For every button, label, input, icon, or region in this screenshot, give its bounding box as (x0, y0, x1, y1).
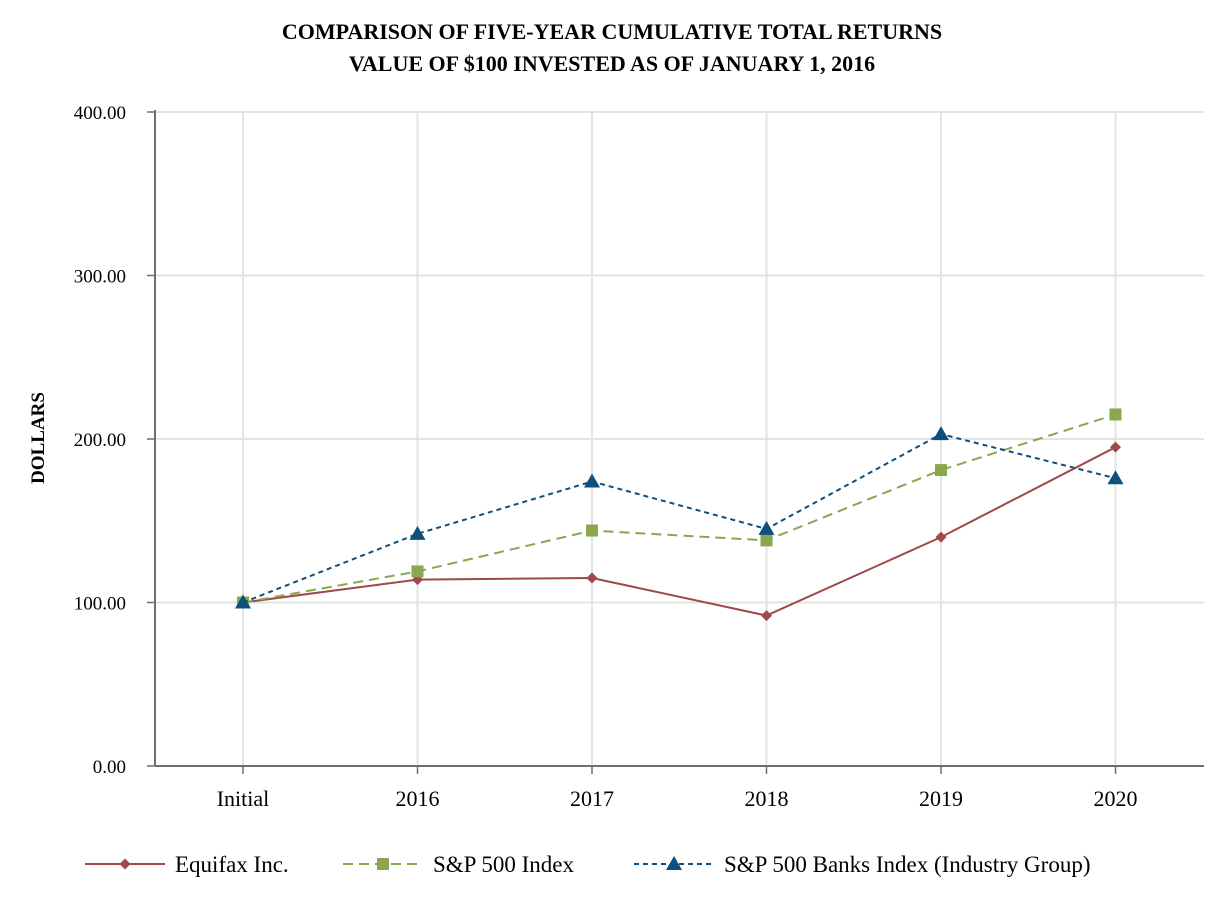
y-axis-label: DOLLARS (28, 392, 49, 484)
series-line-0 (242, 446, 1116, 617)
series-group (235, 408, 1124, 622)
series-0-point-3 (761, 610, 772, 622)
series-2-point-4 (933, 426, 949, 441)
y-tick-label-1: 100.00 (74, 594, 126, 615)
chart-title-line1: COMPARISON OF FIVE-YEAR CUMULATIVE TOTAL… (282, 19, 942, 44)
x-tick-label-5: 2020 (1094, 786, 1138, 811)
legend-marker-2 (666, 856, 682, 870)
x-tick-label-1: 2016 (396, 786, 440, 811)
legend-marker-0 (119, 858, 131, 870)
legend-label-1: S&P 500 Index (433, 852, 574, 877)
series-2-point-5 (1107, 470, 1124, 485)
series-1-point-2 (586, 524, 598, 537)
series-2-point-0 (235, 594, 251, 609)
y-tick-label-3: 300.00 (74, 267, 126, 288)
series-0-point-5 (1110, 441, 1121, 453)
series-1-point-3 (760, 534, 773, 547)
y-tick-label-0: 0.00 (93, 757, 126, 778)
x-tick-label-0: Initial (217, 786, 270, 811)
legend: Equifax Inc. S&P 500 Index S&P 500 Banks I… (85, 852, 1090, 877)
x-tick-label-3: 2018 (745, 786, 789, 811)
series-0-point-4 (935, 531, 947, 543)
series-line-2 (242, 433, 1116, 604)
series-1-point-5 (1109, 408, 1122, 421)
x-tick-label-2: 2017 (570, 786, 614, 811)
y-tick-label-2: 200.00 (74, 430, 126, 451)
legend-marker-1 (377, 858, 389, 870)
y-tick-labels: 0.00 100.00 200.00 300.00 400.00 (74, 103, 126, 778)
series-2-point-2 (584, 473, 600, 488)
series-0-point-2 (586, 572, 598, 584)
gridlines (155, 111, 1204, 766)
series-1-point-4 (935, 464, 947, 477)
series-line-1 (242, 413, 1116, 604)
axes (147, 110, 1204, 774)
series-1-point-1 (411, 565, 424, 578)
x-tick-labels: Initial 2016 2017 2018 2019 2020 (217, 786, 1138, 811)
chart-title-line2: VALUE OF $100 INVESTED AS OF JANUARY 1, … (349, 51, 875, 76)
legend-label-0: Equifax Inc. (175, 852, 289, 877)
legend-label-2: S&P 500 Banks Index (Industry Group) (724, 852, 1090, 877)
series-2-point-3 (758, 520, 775, 535)
x-tick-label-4: 2019 (919, 786, 963, 811)
y-tick-label-4: 400.00 (74, 103, 126, 124)
series-2-point-1 (409, 525, 426, 540)
